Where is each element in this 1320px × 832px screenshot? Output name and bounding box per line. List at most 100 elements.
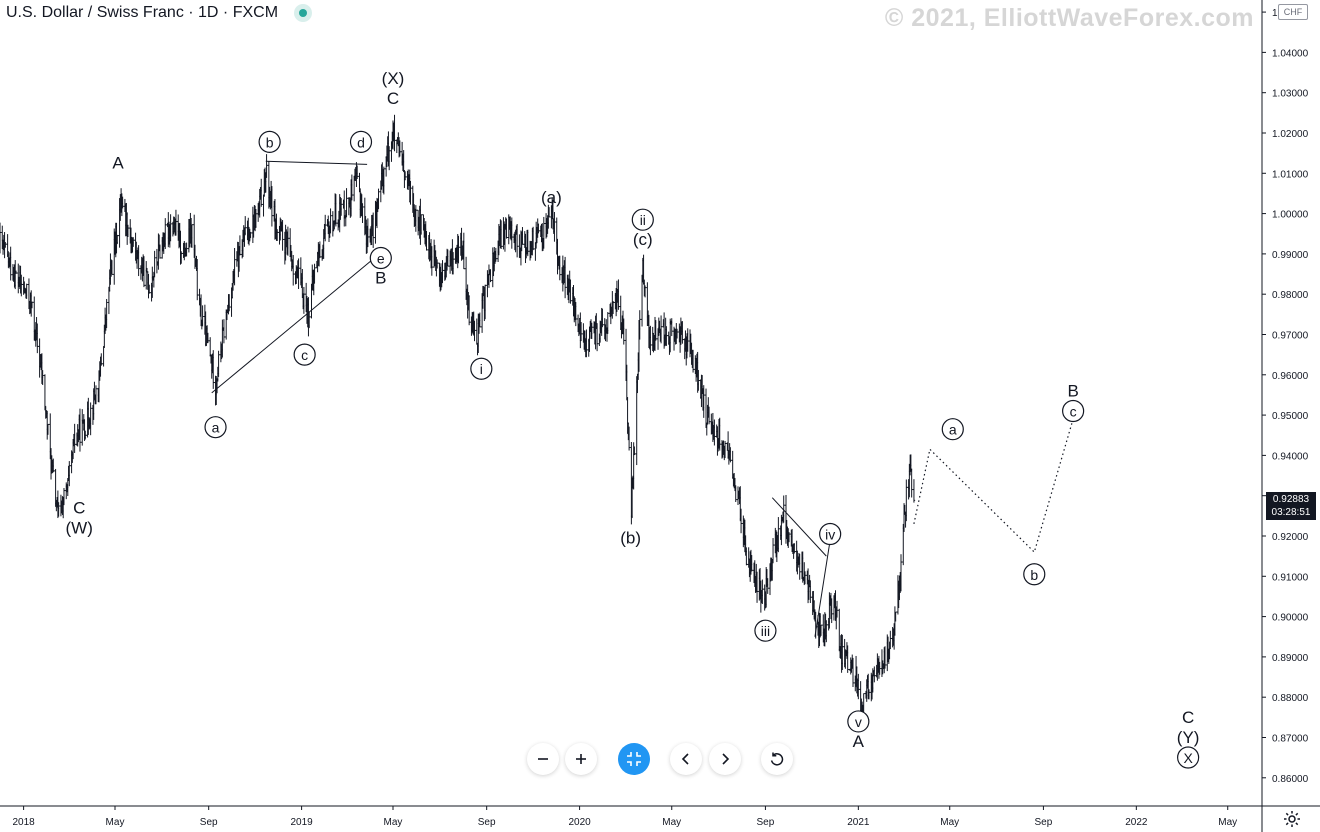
ohlc-bar <box>515 224 519 258</box>
wave-label-text: v <box>855 714 862 730</box>
ohlc-bar <box>153 250 156 278</box>
wave-label-text: d <box>357 134 365 150</box>
price-tick-label: 1.02000 <box>1272 129 1309 140</box>
ohlc-bar <box>638 310 641 340</box>
wave-label-text: iv <box>825 526 835 542</box>
last-price-tag: 0.92883 03:28:51 <box>1266 492 1316 520</box>
ohlc-bar <box>324 214 327 242</box>
ohlc-bar <box>212 350 215 389</box>
symbol-title[interactable]: U.S. Dollar / Swiss Franc · 1D · FXCM <box>6 4 279 21</box>
chart-settings-gear-icon[interactable] <box>1282 809 1302 829</box>
ohlc-bar <box>297 258 300 289</box>
ohlc-bar <box>222 319 226 344</box>
ohlc-bar <box>622 318 625 345</box>
ohlc-bar <box>382 166 386 195</box>
wave-a-2018-high: A <box>112 154 124 173</box>
ohlc-bar <box>190 224 194 248</box>
ohlc-bar <box>201 305 204 327</box>
wave-label-text: C <box>1182 708 1194 727</box>
ohlc-bar <box>281 220 284 251</box>
ohlc-bar <box>393 114 396 152</box>
time-tick-label: 2021 <box>847 817 870 828</box>
scroll-right-button[interactable] <box>709 743 741 775</box>
ohlc-bar <box>681 321 684 344</box>
ohlc-bar <box>116 234 119 245</box>
minus-icon <box>538 758 548 760</box>
ohlc-bar <box>419 214 423 235</box>
ohlc-bar <box>20 274 23 297</box>
reset-view-button[interactable] <box>618 743 650 775</box>
time-tick-label: Sep <box>757 817 775 828</box>
ohlc-bar <box>217 350 220 377</box>
wave-circle-iii-low: iii <box>754 619 777 642</box>
wave-label-text: X <box>1183 750 1193 766</box>
ohlc-bar <box>745 547 748 566</box>
wave-circle-c-low: c <box>293 343 316 366</box>
zoom-in-button[interactable] <box>565 743 597 775</box>
ohlc-bar <box>643 285 647 298</box>
ohlc-bar <box>912 479 916 503</box>
ohlc-bar <box>649 325 652 356</box>
trendlines <box>211 160 831 637</box>
wave-label-text: (W) <box>66 518 93 537</box>
ohlc-bar <box>286 226 290 256</box>
ohlc-bar <box>403 171 407 181</box>
ohlc-bar <box>25 283 28 299</box>
wave-label-text: a <box>949 422 957 438</box>
zoom-out-button[interactable] <box>527 743 559 775</box>
ohlc-bar <box>425 230 428 251</box>
ohlc-bar <box>686 328 689 352</box>
wave-label-circle <box>1177 746 1200 769</box>
price-tick-label: 1.04000 <box>1272 48 1309 59</box>
ohlc-bar <box>206 332 210 344</box>
ohlc-bar <box>292 254 295 286</box>
ohlc-bar <box>723 440 727 459</box>
ohlc-bar <box>57 502 60 517</box>
ohlc-bar <box>41 370 44 386</box>
ohlc-bar <box>675 328 679 339</box>
reset-chart-button[interactable] <box>761 743 793 775</box>
ohlc-bar <box>169 214 172 242</box>
time-tick-label: Sep <box>200 817 218 828</box>
ohlc-bar <box>830 598 833 624</box>
wave-label-text: ii <box>640 212 646 228</box>
price-tick-label: 0.96000 <box>1272 371 1309 382</box>
ohlc-bar <box>14 270 18 274</box>
wave-circle-a-projection: a <box>941 418 964 441</box>
ohlc-bar <box>36 323 39 354</box>
ohlc-bar <box>81 409 84 446</box>
price-tick-label: 0.95000 <box>1272 411 1309 422</box>
ohlc-bar <box>0 222 2 254</box>
ohlc-bar <box>238 235 242 256</box>
price-tick-label: 0.99000 <box>1272 250 1309 261</box>
time-tick-label: Sep <box>478 817 496 828</box>
wave-c-w-low: C(W) <box>66 498 93 537</box>
chevron-left-icon <box>681 753 689 765</box>
ohlc-bar <box>825 620 828 643</box>
currency-label[interactable]: CHF <box>1278 4 1308 20</box>
ohlc-bar <box>302 286 306 314</box>
wave-label-circle <box>631 208 654 231</box>
scroll-left-button[interactable] <box>670 743 702 775</box>
ohlc-bar <box>505 218 508 239</box>
ohlc-bar <box>132 237 135 247</box>
ohlc-bar <box>334 194 338 227</box>
ohlc-bar <box>345 188 348 218</box>
wave-label-circle <box>847 710 870 733</box>
ohlc-bar <box>547 207 551 218</box>
ohlc-bar <box>329 208 332 234</box>
ohlc-bars <box>0 114 916 725</box>
symbol-title-bar[interactable]: U.S. Dollar / Swiss Franc · 1D · FXCM <box>6 4 313 22</box>
ohlc-bar <box>430 246 434 276</box>
wave-projection <box>913 418 1074 554</box>
ohlc-bar <box>73 423 76 453</box>
wave-label-circle <box>349 130 373 153</box>
time-tick-label: May <box>384 817 403 828</box>
ohlc-bar <box>137 245 140 277</box>
ohlc-bar <box>105 298 108 329</box>
ohlc-bar <box>777 517 780 553</box>
ohlc-bar <box>142 256 146 288</box>
ohlc-bar <box>233 247 236 286</box>
bar-countdown: 03:28:51 <box>1271 507 1311 518</box>
